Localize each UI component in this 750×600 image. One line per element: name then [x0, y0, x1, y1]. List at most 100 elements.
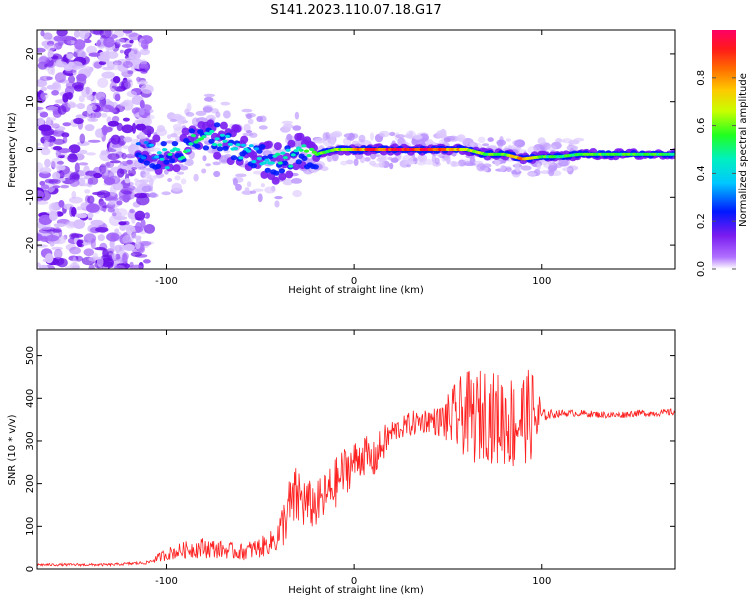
heatmap-cell: [225, 134, 231, 138]
heatmap-cell: [96, 256, 104, 268]
heatmap-cell: [353, 158, 359, 166]
heatmap-cell: [176, 115, 187, 125]
heatmap-cell: [67, 75, 76, 84]
heatmap-cell: [256, 116, 263, 122]
heatmap-cell: [93, 172, 102, 179]
heatmap-cell: [378, 130, 390, 138]
snr-panel: -100 0 100 0 100 200 300 400 500 Height of stra…: [7, 329, 676, 596]
heatmap-cell: [223, 110, 231, 119]
heatmap-cell: [121, 44, 132, 48]
heatmap-cell: [135, 123, 146, 131]
heatmap-cell: [256, 156, 262, 161]
heatmap-cell: [434, 157, 440, 165]
colorbar-tick-label: 0.2: [696, 213, 707, 229]
heatmap-cell: [505, 167, 512, 173]
heatmap-cell: [130, 251, 143, 257]
heatmap-cell: [288, 164, 294, 168]
heatmap-cell: [477, 136, 486, 143]
heatmap-cell: [274, 196, 283, 200]
heatmap-cell: [134, 210, 146, 221]
heatmap-cell: [90, 238, 96, 250]
heatmap-cell: [340, 160, 348, 166]
heatmap-cell: [395, 134, 406, 139]
heatmap-cell: [298, 148, 304, 152]
heatmap-cell: [139, 63, 149, 69]
heatmap-cell: [38, 214, 53, 225]
heatmap-cell: [314, 137, 325, 144]
heatmap-cell: [220, 101, 231, 106]
heatmap-cell: [246, 181, 252, 188]
heatmap-cell: [66, 53, 74, 60]
heatmap-cell: [38, 264, 49, 269]
heatmap-cell: [40, 184, 50, 190]
heatmap-cell: [275, 152, 281, 156]
heatmap-cell: [73, 84, 84, 92]
heatmap-cell: [204, 136, 210, 142]
top-y-tick-label: -20: [25, 237, 36, 253]
heatmap-cell: [188, 128, 195, 134]
heatmap-cell: [38, 124, 52, 132]
snr-series-line: [37, 369, 675, 568]
heatmap-cell: [364, 157, 371, 162]
colorbar: 0.0 0.2 0.4 0.6 0.8 Normalized spectral ampl…: [696, 30, 749, 277]
heatmap-cell: [246, 149, 252, 153]
heatmap-cell: [40, 92, 49, 100]
heatmap-cell: [185, 149, 191, 153]
heatmap-cell: [346, 136, 353, 141]
heatmap-cell: [411, 138, 417, 146]
heatmap-cell: [83, 248, 95, 257]
heatmap-cell: [127, 173, 134, 177]
heatmap-cell: [103, 36, 115, 48]
heatmap-cell: [110, 134, 121, 145]
heatmap-cell: [167, 178, 173, 182]
heatmap-cell: [77, 50, 87, 59]
heatmap-cell: [44, 158, 51, 168]
heatmap-cell: [281, 160, 288, 166]
heatmap-cell: [206, 132, 212, 136]
heatmap-cell: [53, 223, 66, 228]
heatmap-cell: [267, 153, 274, 160]
heatmap-cell: [114, 93, 121, 102]
heatmap-cell: [102, 124, 108, 136]
heatmap-cell: [290, 153, 296, 157]
heatmap-cell: [77, 141, 90, 146]
heatmap-cell: [47, 50, 54, 58]
top-x-ticks: -100 0 100: [155, 30, 551, 287]
heatmap-cell: [121, 79, 132, 83]
heatmap-cell: [99, 163, 107, 174]
top-y-tick-label: 20: [25, 48, 36, 61]
heatmap-cell: [112, 76, 121, 84]
heatmap-cell: [204, 96, 214, 102]
heatmap-cell: [87, 212, 94, 219]
heatmap-cell: [99, 30, 112, 39]
heatmap-cell: [330, 136, 336, 146]
heatmap-cell: [527, 172, 537, 176]
heatmap-cell: [309, 147, 315, 151]
heatmap-cell: [301, 144, 307, 148]
heatmap-cell: [128, 32, 141, 41]
heatmap-cell: [260, 183, 265, 188]
heatmap-cell: [104, 161, 115, 169]
heatmap-cell: [67, 40, 72, 45]
heatmap-cell: [69, 178, 80, 187]
heatmap-cell: [162, 148, 168, 152]
heatmap-cell: [211, 142, 218, 147]
colorbar-ticks: 0.0 0.2 0.4 0.6 0.8: [696, 70, 736, 277]
heatmap-cell: [138, 179, 150, 184]
bottom-y-tick-label: 0: [25, 566, 36, 572]
heatmap-cell: [389, 131, 396, 137]
heatmap-cell: [86, 203, 100, 213]
heatmap-cell: [138, 241, 152, 246]
heatmap-cell: [86, 111, 92, 122]
heatmap-cell: [130, 47, 139, 55]
heatmap-cell: [39, 111, 49, 118]
heatmap-cell: [358, 134, 366, 143]
heatmap-cell: [76, 103, 86, 110]
heatmap-cell: [123, 243, 135, 252]
heatmap-cell: [271, 176, 280, 185]
heatmap-cell: [537, 137, 546, 145]
heatmap-cell: [303, 149, 310, 153]
heatmap-cell: [116, 200, 123, 206]
heatmap-cell: [129, 39, 134, 44]
